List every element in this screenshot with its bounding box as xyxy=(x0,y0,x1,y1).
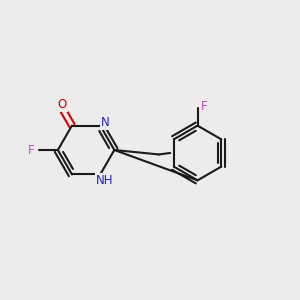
Text: F: F xyxy=(201,100,207,113)
Text: NH: NH xyxy=(96,174,113,187)
Text: N: N xyxy=(101,116,110,129)
Text: O: O xyxy=(58,98,67,111)
Text: F: F xyxy=(28,143,34,157)
